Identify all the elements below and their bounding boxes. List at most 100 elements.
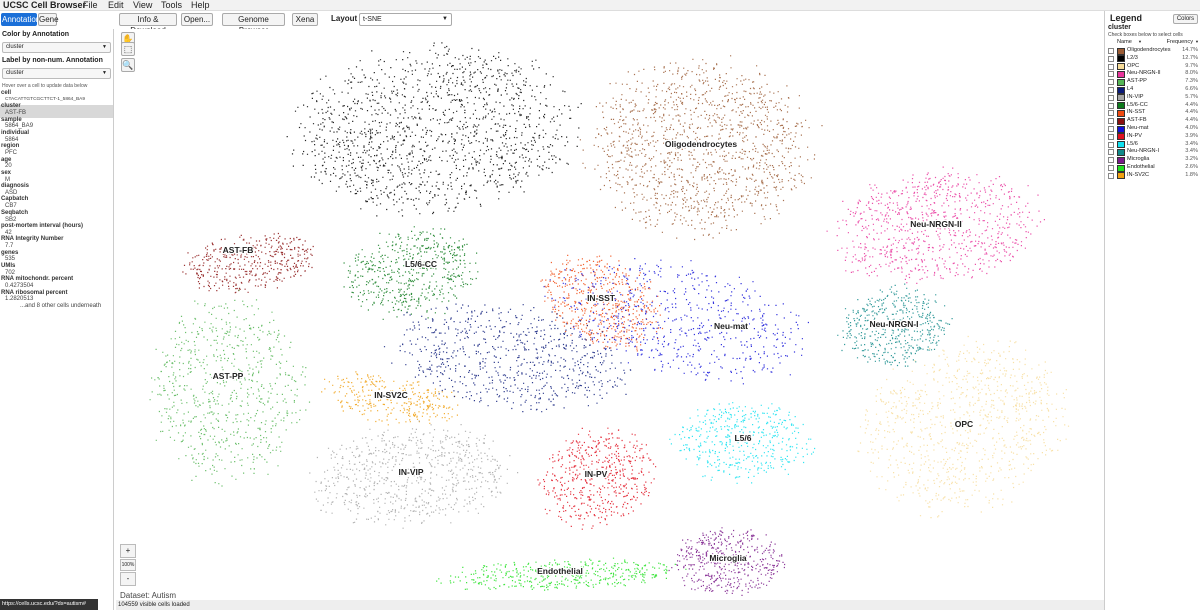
legend-item[interactable]: Neu-mat 4.0% [1105, 125, 1200, 133]
legend-checkbox[interactable] [1108, 141, 1114, 148]
cluster-cells[interactable] [343, 226, 479, 320]
cluster-oligodendrocytes[interactable] [579, 55, 823, 241]
cluster-cells[interactable] [436, 557, 687, 591]
legend-color-swatch[interactable] [1117, 164, 1125, 172]
cluster-in-sst[interactable] [540, 254, 664, 352]
sort-by-name[interactable]: Name [1117, 39, 1132, 45]
xena-button[interactable]: Xena [292, 13, 318, 26]
legend-item[interactable]: OPC 9.7% [1105, 63, 1200, 71]
tsne-scatter-plot[interactable]: Oligodendrocytes AST-FB L5/6-CC IN-SST Neu-m… [116, 29, 1104, 600]
legend-item[interactable]: L5/6 3.4% [1105, 141, 1200, 149]
legend-checkbox[interactable] [1108, 172, 1114, 179]
legend-color-swatch[interactable] [1117, 55, 1125, 63]
legend-color-swatch[interactable] [1117, 78, 1125, 86]
legend-item[interactable]: Neu-NRGN-I 3.4% [1105, 148, 1200, 156]
legend-checkbox[interactable] [1108, 118, 1114, 125]
legend-color-swatch[interactable] [1117, 117, 1125, 125]
menu-help[interactable]: Help [191, 0, 210, 10]
cluster-cells[interactable] [537, 427, 657, 530]
legend-color-swatch[interactable] [1117, 125, 1125, 133]
cluster-cells[interactable] [383, 303, 632, 413]
legend-item[interactable]: L4 6.6% [1105, 86, 1200, 94]
menu-view[interactable]: View [133, 0, 153, 10]
cluster-cells[interactable] [837, 283, 953, 367]
legend-item[interactable]: Microglia 3.2% [1105, 156, 1200, 164]
legend-item[interactable]: Endothelial 2.6% [1105, 164, 1200, 172]
legend-color-swatch[interactable] [1117, 141, 1125, 149]
color-by-select[interactable]: cluster ▼ [2, 42, 111, 53]
label-by-select[interactable]: cluster ▼ [2, 68, 111, 79]
legend-item[interactable]: Neu-NRGN-II 8.0% [1105, 70, 1200, 78]
legend-checkbox[interactable] [1108, 48, 1114, 54]
legend-item[interactable]: L5/6-CC 4.4% [1105, 102, 1200, 110]
colors-button[interactable]: Colors [1173, 14, 1198, 24]
cluster-ast-pp[interactable] [149, 289, 311, 487]
cluster-cells[interactable] [826, 166, 1046, 285]
zoom-out-button[interactable]: - [120, 572, 136, 586]
legend-item[interactable]: IN-SV2C 1.8% [1105, 172, 1200, 180]
legend-item[interactable]: IN-VIP 5.7% [1105, 94, 1200, 102]
cluster-l4[interactable] [383, 303, 632, 413]
layout-select[interactable]: t-SNE ▼ [359, 13, 452, 26]
cluster-cells[interactable] [286, 42, 582, 217]
info-download-button[interactable]: Info & Download [119, 13, 177, 35]
cluster-microglia[interactable] [668, 527, 786, 596]
legend-checkbox[interactable] [1108, 165, 1114, 171]
legend-checkbox[interactable] [1108, 55, 1114, 62]
legend-color-swatch[interactable] [1117, 86, 1125, 94]
legend-checkbox[interactable] [1108, 110, 1114, 117]
zoom-icon[interactable]: 🔍 [121, 58, 135, 72]
cluster-neu-nrgn-i[interactable] [837, 283, 953, 367]
legend-checkbox[interactable] [1108, 63, 1114, 70]
legend-color-swatch[interactable] [1117, 63, 1125, 71]
genome-browser-button[interactable]: Genome Browser [222, 13, 285, 35]
legend-item[interactable]: IN-SST 4.4% [1105, 109, 1200, 117]
legend-color-swatch[interactable] [1117, 172, 1125, 180]
legend-item[interactable]: AST-FB 4.4% [1105, 117, 1200, 125]
cluster-cells[interactable] [579, 55, 823, 241]
legend-checkbox[interactable] [1108, 102, 1114, 109]
cluster-neu-nrgn-ii[interactable] [826, 166, 1046, 285]
cluster-cells[interactable] [668, 527, 786, 596]
cluster-l2-3[interactable] [286, 42, 582, 217]
legend-checkbox[interactable] [1108, 79, 1114, 86]
zoom-in-button[interactable]: + [120, 544, 136, 558]
menu-tools[interactable]: Tools [161, 0, 183, 10]
legend-checkbox[interactable] [1108, 71, 1114, 78]
cluster-l5-6[interactable] [669, 402, 816, 484]
cluster-cells[interactable] [540, 254, 664, 352]
cluster-cells[interactable] [543, 258, 810, 385]
legend-checkbox[interactable] [1108, 157, 1114, 164]
legend-color-swatch[interactable] [1117, 133, 1125, 141]
cluster-in-pv[interactable] [537, 427, 657, 530]
legend-color-swatch[interactable] [1117, 148, 1125, 156]
legend-checkbox[interactable] [1108, 94, 1114, 101]
plot-area[interactable]: Oligodendrocytes AST-FB L5/6-CC IN-SST Neu-m… [116, 29, 1104, 600]
select-icon[interactable]: ⬚ [121, 42, 135, 56]
cluster-ast-fb[interactable] [182, 232, 314, 294]
tab-gene[interactable]: Gene [38, 13, 59, 26]
legend-checkbox[interactable] [1108, 133, 1114, 140]
legend-color-swatch[interactable] [1117, 109, 1125, 117]
legend-color-swatch[interactable] [1117, 156, 1125, 164]
cluster-neu-mat[interactable] [543, 258, 810, 385]
legend-checkbox[interactable] [1108, 87, 1114, 93]
legend-item[interactable]: IN-PV 3.9% [1105, 133, 1200, 141]
open-button[interactable]: Open... [181, 13, 213, 26]
legend-checkbox[interactable] [1108, 149, 1114, 156]
cluster-cells[interactable] [149, 289, 311, 487]
cluster-cells[interactable] [182, 232, 314, 294]
tab-annotation[interactable]: Annotation [1, 13, 41, 26]
legend-color-swatch[interactable] [1117, 102, 1125, 110]
legend-color-swatch[interactable] [1117, 47, 1125, 55]
legend-color-swatch[interactable] [1117, 70, 1125, 78]
cluster-endothelial[interactable] [436, 557, 687, 591]
cluster-l5-6-cc[interactable] [343, 226, 479, 320]
legend-color-swatch[interactable] [1117, 94, 1125, 102]
legend-item[interactable]: AST-PP 7.3% [1105, 78, 1200, 86]
menu-edit[interactable]: Edit [108, 0, 124, 10]
legend-checkbox[interactable] [1108, 126, 1114, 132]
menu-file[interactable]: File [83, 0, 98, 10]
legend-item[interactable]: L2/3 12.7% [1105, 55, 1200, 63]
sort-by-frequency[interactable]: Frequency [1166, 39, 1193, 45]
